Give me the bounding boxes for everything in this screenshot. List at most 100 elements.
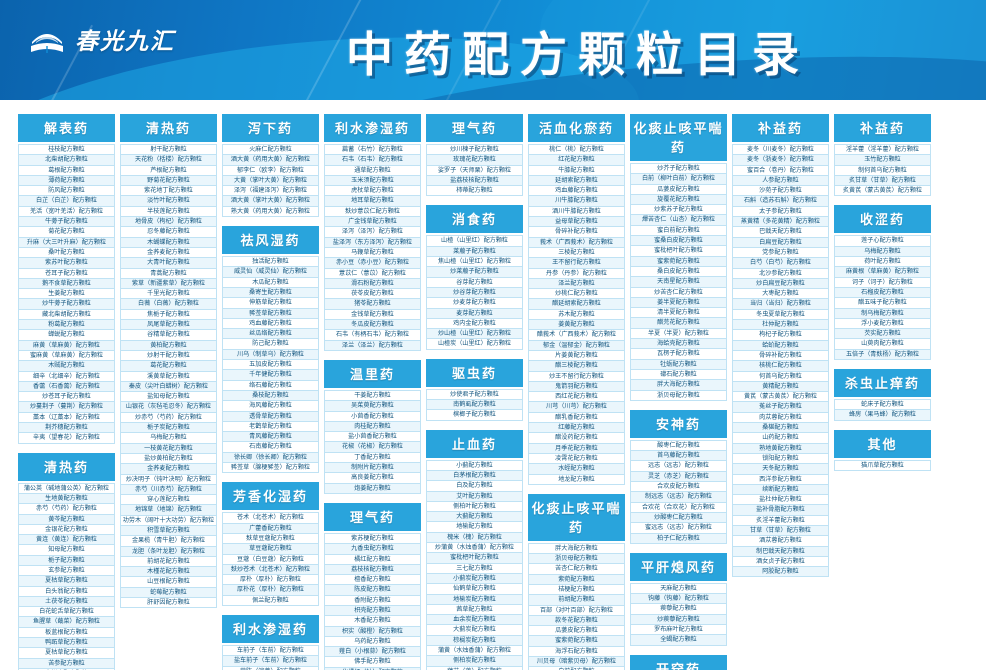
product-item[interactable]: 大黄（掌叶大黄）配方颗粒 bbox=[223, 175, 318, 187]
product-item[interactable]: 天花粉（栝楼）配方颗粒 bbox=[121, 155, 216, 166]
product-item[interactable]: 血余炭配方颗粒 bbox=[427, 615, 522, 626]
product-item[interactable]: 浮小麦配方颗粒 bbox=[835, 318, 930, 330]
product-item[interactable]: 积雪草配方颗粒 bbox=[121, 525, 216, 537]
product-item[interactable]: 苍耳子配方颗粒 bbox=[19, 268, 114, 279]
product-item[interactable]: 半枝莲配方颗粒 bbox=[121, 206, 216, 218]
product-item[interactable]: 九香虫配方颗粒 bbox=[325, 544, 420, 555]
category-header[interactable]: 利水渗湿药 bbox=[324, 114, 421, 142]
product-item[interactable]: 麦芽配方颗粒 bbox=[427, 308, 522, 319]
product-item[interactable]: 枳实（酸橙）配方颗粒 bbox=[325, 626, 420, 637]
product-item[interactable]: 苍术（北苍术）配方颗粒 bbox=[223, 513, 318, 524]
product-item[interactable]: 藕节（莲）配方颗粒 bbox=[427, 666, 522, 670]
category-header[interactable]: 安神药 bbox=[630, 409, 727, 438]
product-item[interactable]: 盐泽泻（东方泽泻）配方颗粒 bbox=[325, 237, 420, 248]
product-item[interactable]: 莲子心配方颗粒 bbox=[835, 236, 930, 247]
product-item[interactable]: 荆芥穗配方颗粒 bbox=[19, 423, 114, 434]
product-item[interactable]: 蒸黄精（多花黄精）配方颗粒 bbox=[733, 217, 828, 228]
product-item[interactable]: 酒大黄（药用大黄）配方颗粒 bbox=[223, 155, 318, 166]
product-item[interactable]: 焦山楂（山里红）配方颗粒 bbox=[427, 257, 522, 268]
product-item[interactable]: 马鞭草配方颗粒 bbox=[325, 247, 420, 259]
product-item[interactable]: 泽兰配方颗粒 bbox=[529, 278, 624, 290]
product-item[interactable]: 小蓟配方颗粒 bbox=[427, 460, 522, 471]
product-item[interactable]: 海风藤配方颗粒 bbox=[223, 401, 318, 412]
product-item[interactable]: 紫苏叶配方颗粒 bbox=[19, 258, 114, 269]
product-item[interactable]: 枳壳配方颗粒 bbox=[325, 605, 420, 617]
product-item[interactable]: 木蝴蝶配方颗粒 bbox=[121, 237, 216, 248]
product-item[interactable]: 通草配方颗粒 bbox=[325, 165, 420, 176]
product-item[interactable]: 党参配方颗粒 bbox=[733, 247, 828, 259]
product-item[interactable]: 炒蔓荆子（蔓荆）配方颗粒 bbox=[19, 402, 114, 413]
product-item[interactable]: 木贼配方颗粒 bbox=[19, 361, 114, 372]
product-item[interactable]: 桑白皮配方颗粒 bbox=[631, 266, 726, 278]
product-item[interactable]: 北沙参配方颗粒 bbox=[733, 268, 828, 279]
product-item[interactable]: 炙甘草（甘草）配方颗粒 bbox=[835, 175, 930, 187]
product-item[interactable]: 荔枝核配方颗粒 bbox=[325, 564, 420, 576]
product-item[interactable]: 猫爪草配方颗粒 bbox=[835, 460, 930, 471]
product-item[interactable]: 醋乳香配方颗粒 bbox=[529, 412, 624, 424]
product-item[interactable]: 天冬配方颗粒 bbox=[733, 464, 828, 475]
product-item[interactable]: 忍冬藤配方颗粒 bbox=[121, 227, 216, 238]
product-item[interactable]: 侧柏叶配方颗粒 bbox=[427, 501, 522, 513]
product-item[interactable]: 蜜紫菀配方颗粒 bbox=[631, 256, 726, 267]
product-item[interactable]: 黄芩配方颗粒 bbox=[19, 514, 114, 525]
product-item[interactable]: 浙贝母配方颗粒 bbox=[631, 390, 726, 401]
product-item[interactable]: 海浮石配方颗粒 bbox=[529, 646, 624, 658]
product-item[interactable]: 甘草（甘草）配方颗粒 bbox=[733, 525, 828, 537]
product-item[interactable]: 龙胆（条叶龙胆）配方颗粒 bbox=[121, 546, 216, 557]
product-item[interactable]: 大枣配方颗粒 bbox=[733, 289, 828, 300]
category-header[interactable]: 清热药 bbox=[120, 114, 217, 142]
product-item[interactable]: 生姜配方颗粒 bbox=[19, 289, 114, 300]
product-item[interactable]: 焦栀子配方颗粒 bbox=[121, 309, 216, 321]
product-item[interactable]: 淡竹叶配方颗粒 bbox=[121, 196, 216, 207]
product-item[interactable]: 老鹳草配方颗粒 bbox=[223, 421, 318, 433]
product-item[interactable]: 五加皮配方颗粒 bbox=[223, 360, 318, 371]
product-item[interactable]: 地锦草（地锦）配方颗粒 bbox=[121, 505, 216, 516]
product-item[interactable]: 炒蒲黄（水烛香蒲）配方颗粒 bbox=[427, 543, 522, 554]
product-item[interactable]: 人参配方颗粒 bbox=[733, 175, 828, 187]
product-item[interactable]: 蒲公英（碱地蒲公英）配方颗粒 bbox=[19, 483, 114, 494]
product-item[interactable]: 地龙配方颗粒 bbox=[529, 474, 624, 485]
product-item[interactable]: 炒酸枣仁配方颗粒 bbox=[631, 512, 726, 524]
product-item[interactable]: 郁金（温郁金）配方颗粒 bbox=[529, 340, 624, 351]
product-item[interactable]: 大青叶配方颗粒 bbox=[121, 258, 216, 269]
product-item[interactable]: 茜草配方颗粒 bbox=[427, 604, 522, 616]
product-item[interactable]: 生地黄配方颗粒 bbox=[19, 493, 114, 505]
product-item[interactable]: 黄精配方颗粒 bbox=[733, 381, 828, 393]
product-item[interactable]: 片姜黄配方颗粒 bbox=[529, 350, 624, 362]
product-item[interactable]: 海蛤壳配方颗粒 bbox=[631, 339, 726, 350]
product-item[interactable]: 炒桃仁配方颗粒 bbox=[529, 289, 624, 300]
product-item[interactable]: 麦冬（浙麦冬）配方颗粒 bbox=[733, 155, 828, 166]
product-item[interactable]: 盐知母配方颗粒 bbox=[121, 392, 216, 403]
product-item[interactable]: 苏木配方颗粒 bbox=[529, 309, 624, 321]
product-item[interactable]: 火麻仁配方颗粒 bbox=[223, 145, 318, 156]
category-header[interactable]: 泻下药 bbox=[222, 114, 319, 142]
product-item[interactable]: 炒使君子配方颗粒 bbox=[427, 389, 522, 401]
product-item[interactable]: 木瓜配方颗粒 bbox=[223, 277, 318, 288]
product-item[interactable]: 泽泻（泽泻）配方颗粒 bbox=[325, 227, 420, 238]
product-item[interactable]: 天南星配方颗粒 bbox=[631, 277, 726, 288]
product-item[interactable]: 三棱配方颗粒 bbox=[529, 247, 624, 259]
product-item[interactable]: 北柴胡配方颗粒 bbox=[19, 155, 114, 166]
product-item[interactable]: 广金钱草配方颗粒 bbox=[325, 217, 420, 228]
product-item[interactable]: 盐小茴香配方颗粒 bbox=[325, 432, 420, 443]
product-item[interactable]: 蜜麻黄（草麻黄）配方颗粒 bbox=[19, 350, 114, 362]
product-item[interactable]: 地骨皮（枸杞）配方颗粒 bbox=[121, 217, 216, 228]
product-item[interactable]: 桃仁（桃）配方颗粒 bbox=[529, 145, 624, 156]
product-item[interactable]: 檀香配方颗粒 bbox=[325, 575, 420, 586]
product-item[interactable]: 盐车前子（车前）配方颗粒 bbox=[223, 656, 318, 667]
category-header[interactable]: 杀虫止痒药 bbox=[834, 369, 931, 398]
product-item[interactable]: 鸡血藤配方颗粒 bbox=[223, 318, 318, 330]
product-item[interactable]: 炒蒺藜配方颗粒 bbox=[631, 614, 726, 625]
product-item[interactable]: 何首乌配方颗粒 bbox=[733, 371, 828, 382]
product-item[interactable]: 炒白扁豆配方颗粒 bbox=[733, 278, 828, 290]
product-item[interactable]: 猪苓配方颗粒 bbox=[325, 299, 420, 310]
product-item[interactable]: 首乌藤配方颗粒 bbox=[631, 451, 726, 462]
product-item[interactable]: 山豆根配方颗粒 bbox=[121, 577, 216, 588]
product-item[interactable]: 紫苏梗配方颗粒 bbox=[325, 533, 420, 545]
product-item[interactable]: 大蓟配方颗粒 bbox=[427, 512, 522, 523]
product-item[interactable]: 浙贝母配方颗粒 bbox=[529, 554, 624, 565]
product-item[interactable]: 棕榈炭配方颗粒 bbox=[427, 635, 522, 646]
product-item[interactable]: 山药配方颗粒 bbox=[733, 433, 828, 444]
category-header[interactable]: 解表药 bbox=[18, 114, 115, 142]
product-item[interactable]: 牛蒡子配方颗粒 bbox=[19, 217, 114, 228]
